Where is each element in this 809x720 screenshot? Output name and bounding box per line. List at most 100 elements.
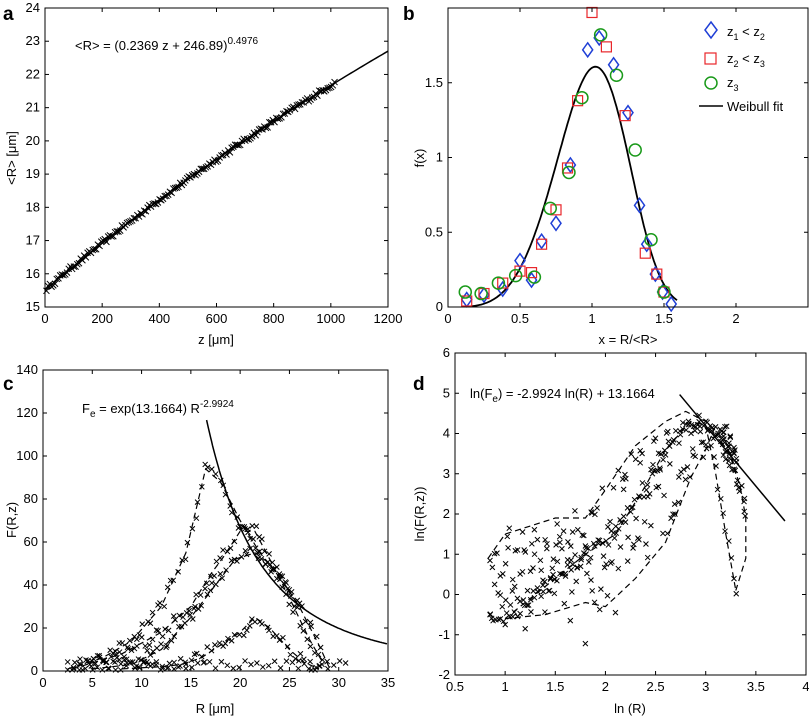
data-point-circle — [657, 285, 671, 299]
data-point-d — [639, 450, 645, 457]
data-point-c — [316, 663, 323, 669]
data-point-d — [736, 488, 743, 495]
data-point-c — [172, 616, 178, 623]
data-point-diamond — [535, 232, 548, 250]
data-point-d — [553, 542, 559, 548]
data-point-d — [708, 442, 714, 449]
data-point-c — [304, 636, 311, 643]
data-point-c — [202, 585, 208, 592]
data-point-square — [461, 295, 473, 307]
data-point-c — [198, 602, 205, 609]
data-point-c — [108, 653, 114, 660]
data-point-c — [123, 660, 130, 666]
data-point-d — [598, 586, 604, 592]
data-point-d — [722, 448, 729, 455]
panel-0-ytick-label: 20 — [26, 133, 40, 148]
data-point-square — [535, 238, 548, 250]
data-point-c — [297, 650, 304, 657]
data-point-c — [254, 660, 260, 666]
panel-0-xtick-label: 1200 — [374, 311, 403, 326]
data-point-c — [193, 515, 200, 522]
data-point-square — [571, 95, 584, 107]
data-point-diamond — [607, 56, 620, 74]
data-point-c — [146, 642, 153, 648]
data-point-d — [646, 491, 653, 497]
data-point-c — [82, 665, 89, 672]
panel-c-xlabel: R [μm] — [196, 701, 235, 716]
data-point-c — [208, 647, 215, 654]
data-point-d — [666, 461, 673, 467]
data-point-d — [499, 603, 506, 610]
panel-c-ylabel: F(R,z) — [4, 502, 19, 538]
data-point-d — [502, 621, 509, 628]
data-point-d — [629, 504, 636, 511]
data-point-c — [266, 562, 273, 569]
data-point-d — [580, 532, 587, 539]
data-point-d — [741, 508, 748, 515]
data-point-c — [287, 651, 294, 658]
data-point-d — [495, 616, 502, 623]
data-point-d — [727, 433, 734, 439]
data-point-c — [171, 659, 177, 666]
data-point-d — [664, 428, 671, 435]
data-point-c — [301, 660, 308, 667]
data-point-d — [538, 567, 545, 574]
data-point-d — [572, 507, 578, 514]
data-point-c — [206, 658, 213, 665]
panel-b-marks — [458, 6, 678, 313]
data-point-d — [531, 526, 538, 533]
data-point-c — [165, 627, 172, 634]
data-point-c — [274, 564, 280, 570]
panel-2-ytick-label: 120 — [16, 405, 38, 420]
panel-d-marks — [487, 394, 786, 647]
data-point-square — [639, 247, 651, 259]
panel-1-xtick-label: 0 — [444, 311, 451, 326]
data-point-d — [589, 510, 595, 516]
data-point-d — [525, 602, 532, 608]
data-point-d — [497, 592, 504, 598]
data-point-c — [84, 658, 91, 665]
data-point-c — [117, 667, 124, 673]
data-point-c — [238, 554, 245, 560]
data-point-d — [604, 592, 611, 599]
data-point-d — [644, 493, 651, 500]
data-point-c — [243, 627, 250, 634]
data-point-d — [564, 562, 571, 568]
data-point-d — [675, 499, 682, 506]
data-point-d — [561, 600, 568, 607]
data-point-d — [520, 597, 527, 603]
data-point-d — [728, 555, 735, 561]
legend-label-z2-z3: z2 < z3 — [727, 51, 765, 69]
data-point-c — [186, 607, 192, 614]
panel-2-ytick-label: 100 — [16, 448, 38, 463]
data-point-d — [519, 529, 526, 535]
data-point-d — [657, 466, 664, 473]
data-point-c — [139, 621, 146, 627]
data-point-c — [188, 657, 195, 664]
fit-line-c — [205, 419, 388, 645]
data-point-circle — [628, 143, 642, 157]
data-point-square — [514, 265, 526, 277]
data-point-d — [615, 467, 622, 474]
data-point-d — [713, 463, 719, 469]
panel-1-ytick-label: 0 — [436, 299, 443, 314]
data-point-d — [661, 447, 668, 454]
data-point-d — [723, 423, 730, 430]
panel-0-xtick-label: 600 — [206, 311, 228, 326]
panel-b-ylabel: f(x) — [412, 149, 427, 168]
data-point-c — [324, 658, 331, 665]
panel-2-ytick-label: 40 — [24, 577, 38, 592]
data-point-d — [494, 550, 500, 557]
data-point-d — [639, 480, 646, 486]
envelope-line-d — [720, 441, 747, 591]
panel-3-xtick-label: 1 — [502, 679, 509, 694]
data-point-d — [603, 561, 610, 567]
data-point-diamond — [593, 29, 606, 47]
data-point-a — [43, 287, 50, 295]
data-point-d — [722, 456, 729, 463]
data-point-c — [336, 658, 343, 664]
panel-2-xtick-label: 0 — [39, 675, 46, 690]
data-point-c — [231, 556, 238, 563]
data-point-d — [688, 430, 694, 437]
data-point-d — [651, 438, 657, 445]
